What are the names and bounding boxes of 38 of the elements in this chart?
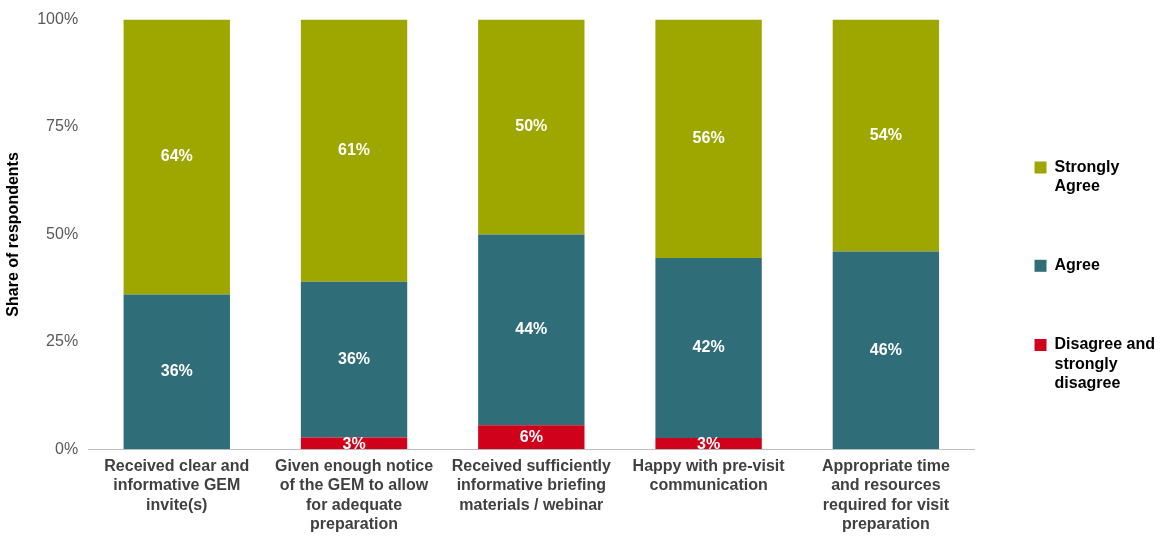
y-tick-label: 25% [46,332,79,350]
data-label: 36% [160,362,193,380]
y-tick-label: 50% [46,224,79,242]
y-tick-label: 75% [46,117,79,135]
bar [655,19,762,259]
x-tick-label: Appropriate time and resources required for visit preparation [821,457,950,532]
legend-label: Disagree and strongly disagree [1054,335,1155,391]
y-tick-label: 100% [37,10,79,28]
bar [123,294,230,450]
data-label: 3% [697,435,721,453]
data-label: 36% [338,350,371,368]
bar [300,281,408,438]
x-tick-label: Received clear and informative GEM invite(s) [104,457,250,513]
data-label: 50% [515,117,548,135]
x-tick-label: Happy with pre-visit communication [632,457,786,494]
data-label: 44% [515,320,548,338]
y-axis-title: Share of respondents [4,152,22,317]
bar [478,425,585,450]
data-label: 6% [519,427,543,445]
bar [300,19,408,282]
bar [655,258,762,439]
y-tick-label: 0% [55,439,79,457]
data-label: 54% [869,126,902,143]
x-tick-label: Given enough notice of the GEM to allow for adequate preparation [274,457,434,532]
bar [123,19,230,295]
bar [478,19,585,235]
data-label: 42% [692,338,725,356]
bar [478,234,585,426]
data-label: 61% [338,141,371,159]
x-tick-label: Received sufficiently informative briefing materials / webinar [451,457,612,513]
data-label: 3% [342,434,366,452]
data-label: 46% [869,340,902,358]
legend-label: Strongly Agree [1054,157,1120,195]
data-label: 56% [692,129,725,147]
bar [832,19,940,252]
legend-label: Agree [1054,256,1100,274]
data-label: 64% [160,147,193,165]
bar [832,251,940,450]
